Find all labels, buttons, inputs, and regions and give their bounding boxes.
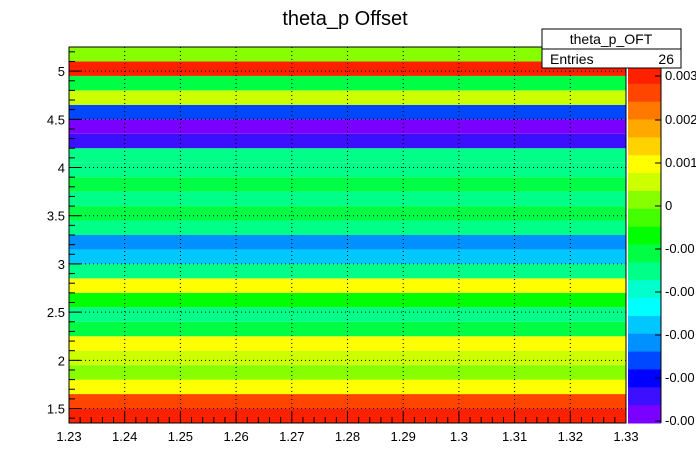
- color-palette: [628, 66, 662, 424]
- palette-swatch: [628, 280, 661, 299]
- x-tick-label: 1.26: [223, 429, 248, 444]
- y-tick-label: 5: [58, 64, 65, 79]
- heatmap-band-16: [69, 177, 626, 192]
- palette-swatch: [628, 333, 661, 353]
- palette-tick-label: -0.00: [665, 284, 695, 299]
- x-tick-label: 1.33: [613, 429, 638, 444]
- palette-swatch: [628, 351, 661, 370]
- x-tick-label: 1.28: [335, 429, 360, 444]
- grid-lines: [69, 47, 626, 423]
- palette-swatch: [628, 83, 661, 103]
- heatmap-band-22: [69, 90, 626, 105]
- palette-swatch: [628, 262, 661, 281]
- palette-swatch: [628, 119, 661, 138]
- palette-swatch: [628, 226, 661, 245]
- y-axis: 1.5 2 2.5 3 3.5 4 4.5 5: [47, 51, 81, 419]
- palette-swatch: [628, 315, 661, 335]
- heatmap-band-6: [69, 321, 626, 337]
- palette-swatch: [628, 244, 661, 263]
- heatmap-band-3: [69, 365, 626, 380]
- palette-tick-label: -0.00: [665, 413, 695, 428]
- chart-title: theta_p Offset: [282, 8, 408, 30]
- heatmap-band-1: [69, 394, 626, 409]
- palette-tick-label: -0.00: [665, 327, 695, 342]
- stats-box: theta_p_OFT Entries 26: [541, 28, 682, 69]
- y-tick-label: 1.5: [47, 402, 65, 417]
- heatmap-band-9: [69, 278, 626, 293]
- heatmap-band-20: [69, 119, 626, 134]
- y-tick-label: 2.5: [47, 305, 65, 320]
- stats-entries-label: Entries: [550, 51, 594, 67]
- y-tick-label: 4.5: [47, 112, 65, 127]
- palette-swatch: [628, 173, 661, 192]
- palette-tick-label: 0: [665, 198, 672, 213]
- heatmap-bands: [69, 47, 626, 423]
- heatmap-band-2: [69, 379, 626, 395]
- stats-entries-value: 26: [658, 51, 674, 67]
- heatmap-band-15: [69, 191, 626, 207]
- x-tick-label: 1.32: [558, 429, 583, 444]
- heatmap-band-24: [69, 61, 626, 76]
- heatmap-band-21: [69, 104, 626, 120]
- palette-swatch: [628, 190, 661, 210]
- heatmap-band-25: [69, 47, 626, 62]
- x-tick-label: 1.3: [450, 429, 468, 444]
- palette-tick-label: 0.003: [665, 68, 696, 83]
- palette-swatch: [628, 387, 661, 406]
- y-tick-label: 2: [58, 353, 65, 368]
- palette-swatch: [628, 155, 661, 174]
- palette-tick-label: -0.00: [665, 370, 695, 385]
- palette-tick-label: -0.00: [665, 241, 695, 256]
- x-tick-label: 1.23: [56, 429, 81, 444]
- palette-swatch: [628, 298, 661, 317]
- y-tick-label: 4: [58, 161, 65, 176]
- heatmap-band-4: [69, 350, 626, 366]
- y-tick-label: 3.5: [47, 209, 65, 224]
- heatmap-band-14: [69, 206, 626, 221]
- heatmap-band-8: [69, 292, 626, 308]
- palette-swatch: [628, 405, 661, 424]
- heatmap-band-7: [69, 307, 626, 322]
- palette-swatch: [628, 208, 661, 228]
- x-axis: 1.23 1.24 1.25 1.26 1.27 1.28 1.29 1.3 1.31 1.32 1…: [56, 412, 639, 444]
- x-tick-label: 1.27: [279, 429, 304, 444]
- x-tick-label: 1.31: [502, 429, 527, 444]
- x-tick-label: 1.24: [112, 429, 137, 444]
- x-tick-label: 1.29: [391, 429, 416, 444]
- palette-labels: 0.003 0.002 0.001 0 -0.00 -0.00 -0.00 -0.00 -0.0…: [655, 68, 696, 428]
- x-tick-label: 1.25: [168, 429, 193, 444]
- palette-swatch: [628, 66, 661, 85]
- heatmap-band-19: [69, 133, 626, 149]
- heatmap-band-12: [69, 235, 626, 250]
- palette-swatch: [628, 101, 661, 121]
- palette-tick-label: 0.002: [665, 112, 696, 127]
- palette-swatch: [628, 137, 661, 156]
- stats-name: theta_p_OFT: [570, 31, 653, 47]
- y-tick-label: 3: [58, 257, 65, 272]
- palette-tick-label: 0.001: [665, 155, 696, 170]
- heatmap-band-11: [69, 249, 626, 264]
- palette-swatch: [628, 369, 661, 388]
- heatmap-band-17: [69, 162, 626, 178]
